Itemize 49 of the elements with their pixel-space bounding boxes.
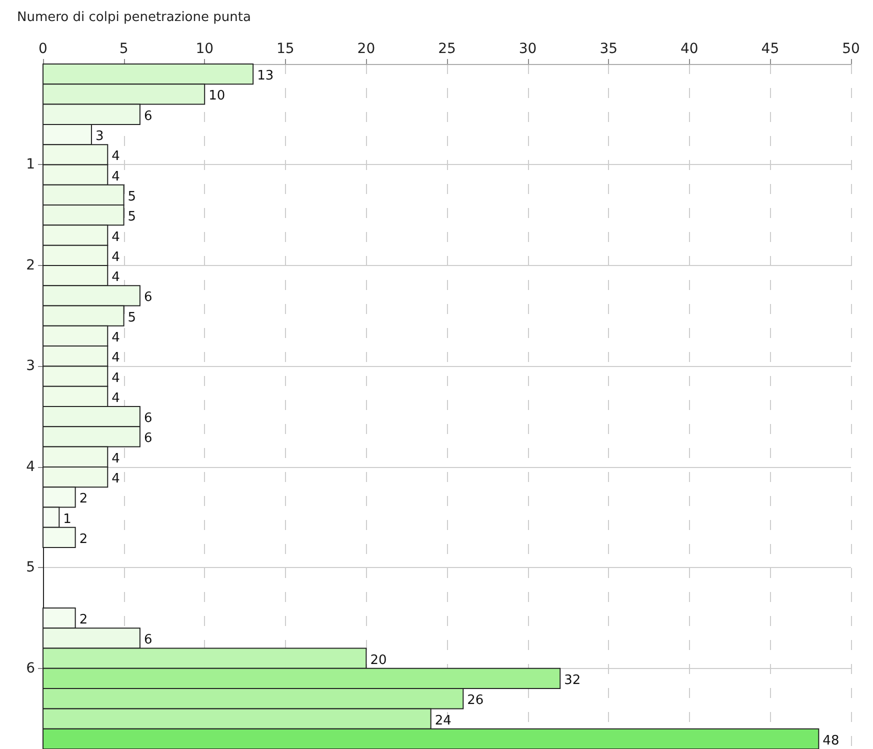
x-tick-label: 25 — [438, 41, 456, 57]
y-tick-label: 1 — [26, 156, 35, 173]
data-label: 4 — [112, 390, 120, 406]
x-tick-label: 15 — [276, 41, 294, 57]
data-label: 2 — [79, 532, 88, 547]
data-label: 6 — [144, 108, 152, 124]
y-tick-label: 2 — [26, 257, 35, 274]
data-label: 4 — [112, 230, 120, 245]
data-label: 4 — [112, 472, 120, 487]
data-label: 13 — [257, 68, 274, 84]
x-tick-label: 45 — [761, 41, 780, 57]
data-label: 6 — [144, 411, 152, 426]
data-label: 4 — [112, 451, 120, 466]
data-label: 10 — [208, 88, 226, 104]
y-tick-label: 6 — [26, 660, 36, 676]
y-tick-label: 3 — [26, 358, 35, 374]
x-tick-label: 5 — [119, 41, 128, 57]
y-tick-label: 4 — [26, 458, 36, 475]
data-label: 4 — [112, 270, 120, 286]
data-label: 4 — [112, 250, 120, 265]
y-tick-label: 5 — [26, 560, 35, 576]
data-label: 3 — [95, 129, 104, 144]
data-label: 5 — [128, 189, 136, 204]
data-label: 6 — [144, 431, 152, 446]
x-tick-label: 35 — [600, 41, 618, 57]
x-tick-label: 30 — [518, 41, 537, 57]
data-label: 4 — [112, 149, 120, 164]
data-label: 6 — [144, 632, 152, 648]
data-label: 24 — [434, 713, 452, 728]
x-tick-label: 0 — [38, 41, 48, 57]
data-label: 4 — [112, 330, 120, 346]
data-label: 1 — [63, 512, 72, 527]
data-label: 5 — [128, 310, 136, 326]
data-label: 5 — [128, 210, 136, 225]
x-tick-label: 20 — [357, 41, 376, 57]
data-label: 2 — [79, 612, 88, 628]
data-label: 26 — [467, 693, 484, 708]
chart-title: Numero di colpi penetrazione punta — [17, 10, 251, 25]
x-tick-label: 40 — [680, 41, 698, 57]
x-tick-label: 10 — [196, 41, 214, 57]
data-label: 4 — [112, 169, 120, 184]
data-label: 2 — [79, 492, 88, 507]
data-label: 4 — [112, 350, 120, 366]
data-label: 20 — [370, 652, 387, 668]
data-label: 32 — [564, 672, 581, 688]
x-tick-label: 50 — [842, 41, 860, 57]
data-label: 4 — [112, 370, 120, 386]
data-label: 48 — [822, 733, 840, 748]
data-label: 6 — [144, 290, 152, 306]
